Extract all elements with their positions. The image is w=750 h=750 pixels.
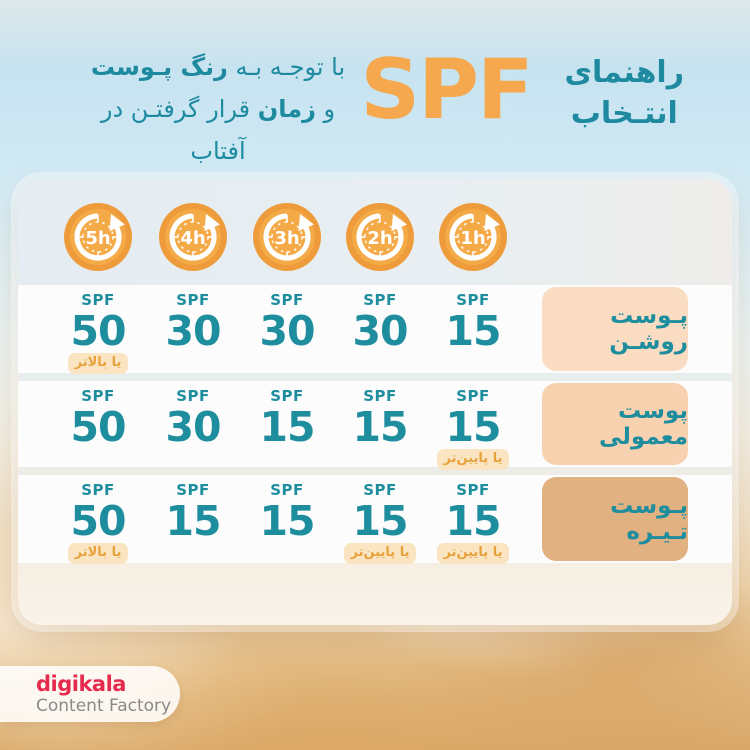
spf-logo-text: SPF bbox=[360, 41, 533, 138]
hour-label: 1h bbox=[460, 228, 486, 249]
clock-arrow-icon bbox=[253, 203, 321, 271]
spf-label: SPF bbox=[363, 387, 397, 405]
spf-qualifier-badge: یا پایین‌تر bbox=[343, 543, 417, 564]
skin-type-label-light: پـوست روشـن bbox=[542, 287, 688, 371]
page-title-line1: راهنمای bbox=[564, 55, 684, 90]
hour-label: 3h bbox=[274, 228, 300, 249]
spf-label: SPF bbox=[176, 481, 210, 499]
spf-cell: SPF 30 bbox=[143, 381, 243, 467]
clock-icon-4h: 4h bbox=[159, 203, 227, 271]
spf-label: SPF bbox=[270, 387, 304, 405]
page-title: راهنمای انتـخاب bbox=[565, 52, 684, 134]
skin-type-label-normal: پوست معمولی bbox=[542, 383, 688, 465]
skin-type-label-dark: پـوست تـیـره bbox=[542, 477, 688, 561]
clock-arrow-icon bbox=[159, 203, 227, 271]
page-title-line2: انتـخاب bbox=[570, 96, 678, 131]
spf-cell: SPF 50 bbox=[48, 381, 148, 467]
spf-label: SPF bbox=[456, 387, 490, 405]
spf-cell: SPF 50 یا بالاتر bbox=[48, 285, 148, 374]
spf-label: SPF bbox=[363, 481, 397, 499]
spf-qualifier-badge: یا پایین‌تر bbox=[436, 543, 510, 564]
spf-table-card: 5h 4h bbox=[18, 179, 732, 625]
brand-badge: digikala Content Factory bbox=[0, 666, 180, 722]
subtitle-line2: و زمان قرار گرفتـن در آفتاب bbox=[100, 95, 336, 165]
spf-label: SPF bbox=[176, 291, 210, 309]
spf-cell: SPF 15 bbox=[330, 381, 430, 467]
spf-value: 15 bbox=[445, 403, 501, 451]
spf-value: 15 bbox=[165, 497, 221, 545]
spf-value: 30 bbox=[165, 307, 221, 355]
spf-cell: SPF 15 bbox=[237, 475, 337, 563]
spf-qualifier-badge: یا بالاتر bbox=[67, 543, 129, 564]
spf-cell: SPF 30 bbox=[237, 285, 337, 373]
spf-qualifier-badge: یا بالاتر bbox=[67, 353, 129, 374]
content-factory-label: Content Factory bbox=[36, 696, 172, 716]
spf-cell: SPF 15 یا پایین‌تر bbox=[423, 381, 523, 470]
spf-cell: SPF 30 bbox=[143, 285, 243, 373]
page-subtitle: با توجـه بـه رنگ پـوست و زمان قرار گرفتـ… bbox=[72, 46, 364, 172]
clock-arrow-icon bbox=[439, 203, 507, 271]
spf-label: SPF bbox=[363, 291, 397, 309]
spf-value: 15 bbox=[352, 403, 408, 451]
spf-value: 15 bbox=[445, 307, 501, 355]
hour-label: 2h bbox=[367, 228, 393, 249]
spf-cell: SPF 30 bbox=[330, 285, 430, 373]
subtitle-line1: با توجـه بـه رنگ پـوست bbox=[90, 53, 346, 81]
clock-arrow-icon bbox=[64, 203, 132, 271]
spf-cell: SPF 15 bbox=[423, 285, 523, 373]
spf-value: 15 bbox=[445, 497, 501, 545]
spf-value: 30 bbox=[352, 307, 408, 355]
spf-label: SPF bbox=[81, 481, 115, 499]
spf-label: SPF bbox=[270, 291, 304, 309]
spf-qualifier-badge: یا پایین‌تر bbox=[436, 449, 510, 470]
spf-label: SPF bbox=[176, 387, 210, 405]
spf-value: 30 bbox=[259, 307, 315, 355]
spf-cell: SPF 15 bbox=[143, 475, 243, 563]
clock-icon-2h: 2h bbox=[346, 203, 414, 271]
spf-cell: SPF 15 یا پایین‌تر bbox=[423, 475, 523, 564]
clock-arrow-icon bbox=[346, 203, 414, 271]
clock-icon-3h: 3h bbox=[253, 203, 321, 271]
hour-label: 4h bbox=[180, 228, 206, 249]
digikala-logo: digikala bbox=[36, 672, 126, 696]
spf-label: SPF bbox=[81, 291, 115, 309]
spf-label: SPF bbox=[456, 481, 490, 499]
hour-label: 5h bbox=[85, 228, 111, 249]
spf-cell: SPF 15 یا پایین‌تر bbox=[330, 475, 430, 564]
spf-value: 15 bbox=[352, 497, 408, 545]
spf-value: 15 bbox=[259, 497, 315, 545]
spf-label: SPF bbox=[456, 291, 490, 309]
spf-value: 15 bbox=[259, 403, 315, 451]
spf-value: 50 bbox=[70, 497, 126, 545]
clock-icon-1h: 1h bbox=[439, 203, 507, 271]
spf-label: SPF bbox=[81, 387, 115, 405]
spf-cell: SPF 50 یا بالاتر bbox=[48, 475, 148, 564]
spf-value: 30 bbox=[165, 403, 221, 451]
clock-icon-5h: 5h bbox=[64, 203, 132, 271]
spf-value: 50 bbox=[70, 403, 126, 451]
spf-cell: SPF 15 bbox=[237, 381, 337, 467]
spf-value: 50 bbox=[70, 307, 126, 355]
spf-label: SPF bbox=[270, 481, 304, 499]
